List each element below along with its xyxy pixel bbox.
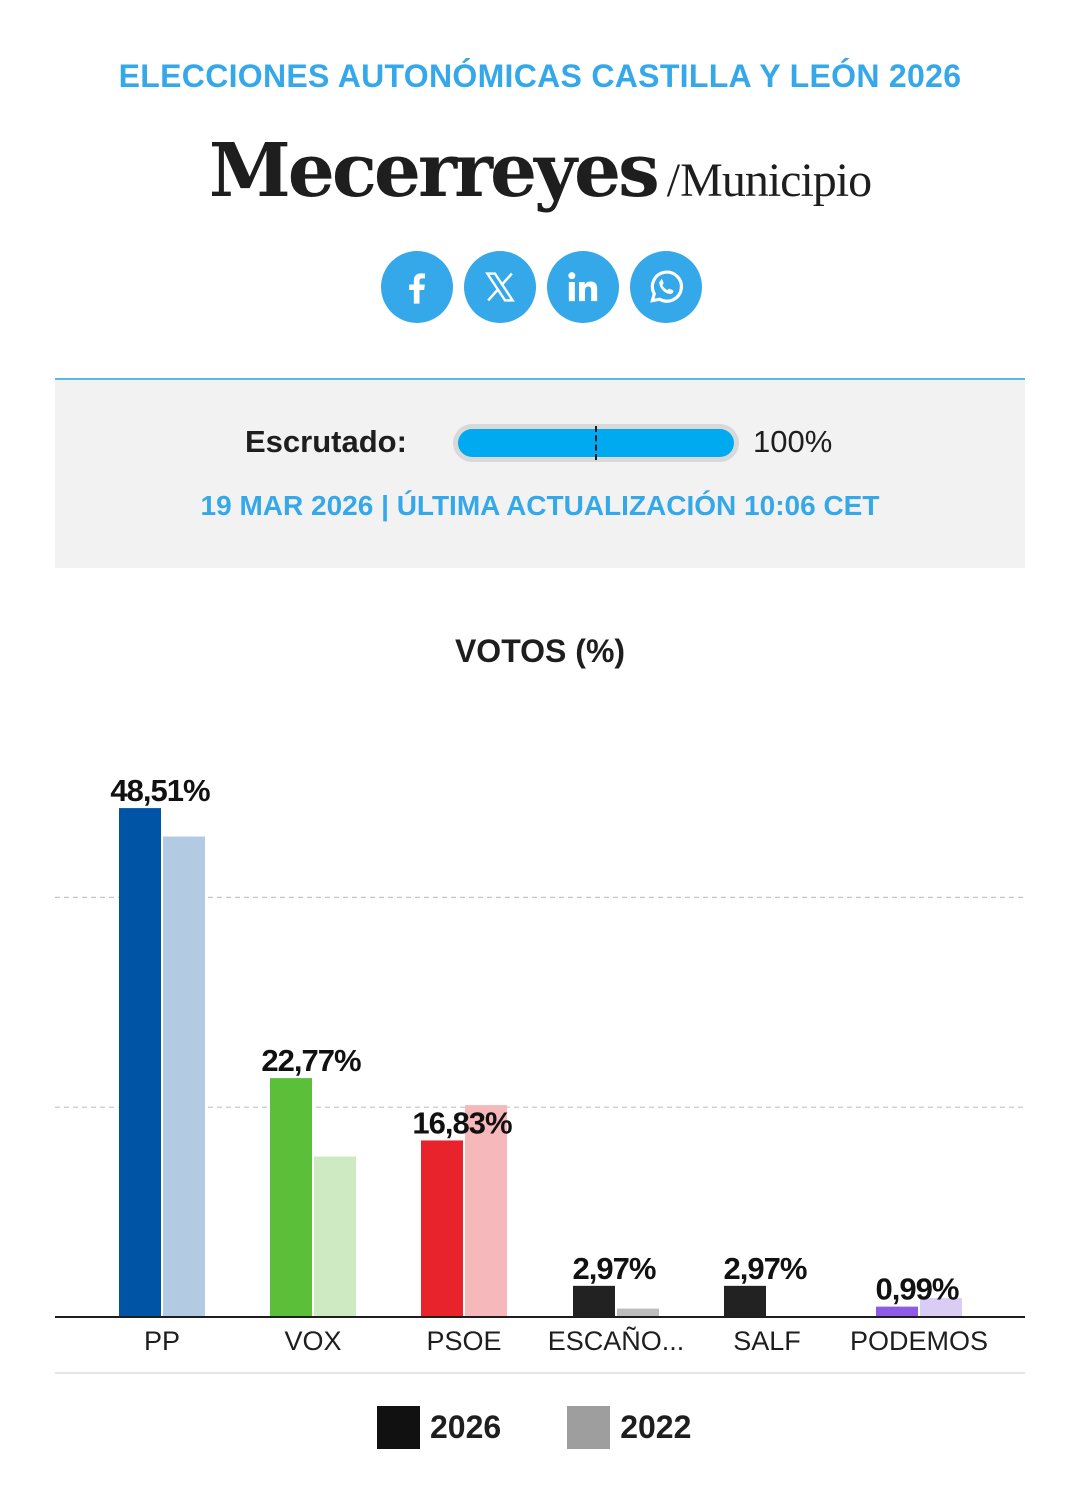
legend-label-2022: 2022	[620, 1409, 692, 1445]
x-icon	[485, 272, 515, 302]
bar-2026-4	[724, 1285, 766, 1317]
whatsapp-share-button[interactable]	[630, 251, 702, 323]
bar-2026-5	[876, 1306, 918, 1317]
category-label-1: VOX	[284, 1326, 341, 1356]
bar-2026-2	[421, 1140, 463, 1317]
election-supertitle: ELECCIONES AUTONÓMICAS CASTILLA Y LEÓN 2…	[118, 58, 962, 94]
legend-swatch-2026	[377, 1406, 420, 1449]
legend-item-2022: 2022	[567, 1406, 691, 1449]
category-label-0: PP	[144, 1326, 180, 1356]
count-progress-midpoint-marker	[595, 426, 597, 460]
bar-2022-0	[163, 836, 205, 1317]
linkedin-icon	[568, 272, 598, 302]
category-label-5: PODEMOS	[850, 1326, 988, 1356]
value-label-5: 0,99%	[876, 1272, 959, 1307]
title-separator: /	[666, 154, 681, 207]
bar-2022-1	[314, 1156, 356, 1317]
bar-2022-3	[617, 1308, 659, 1317]
value-label-3: 2,97%	[573, 1251, 656, 1286]
value-label-1: 22,77%	[261, 1043, 361, 1078]
whatsapp-icon	[650, 270, 683, 303]
chart-legend: 2026 2022	[377, 1406, 691, 1449]
page-title: Mecerreyes/Municipio	[0, 128, 1080, 214]
value-label-4: 2,97%	[724, 1251, 807, 1286]
bar-2022-2	[465, 1105, 507, 1317]
place-type-label: Municipio	[680, 154, 872, 207]
last-update-text: 19 MAR 2026 | ÚLTIMA ACTUALIZACIÓN 10:06…	[200, 490, 880, 521]
legend-swatch-2022	[567, 1406, 611, 1449]
x-share-button[interactable]	[464, 251, 536, 323]
bar-2026-0	[119, 808, 161, 1317]
bar-2026-3	[573, 1285, 615, 1317]
count-status-panel: Escrutado: 100% 19 MAR 2026 | ÚLTIMA ACT…	[55, 378, 1025, 568]
category-label-3: ESCAÑO...	[548, 1325, 685, 1356]
legend-label-2026: 2026	[430, 1409, 502, 1445]
legend-item-2026: 2026	[377, 1406, 501, 1449]
bar-2026-1	[270, 1078, 312, 1317]
count-label: Escrutado:	[245, 424, 407, 459]
value-label-2: 16,83%	[412, 1105, 512, 1140]
count-progress-value: 100%	[753, 424, 833, 459]
count-progress-bar	[453, 424, 739, 462]
category-label-2: PSOE	[426, 1326, 501, 1356]
category-label-4: SALF	[733, 1326, 801, 1356]
value-label-0: 48,51%	[110, 773, 210, 808]
linkedin-share-button[interactable]	[547, 251, 619, 323]
share-bar	[381, 251, 702, 323]
municipality-name: Mecerreyes	[208, 128, 660, 214]
facebook-icon	[409, 273, 425, 304]
legend-divider	[55, 1372, 1025, 1374]
chart-title: VOTOS (%)	[454, 633, 626, 669]
bar-2022-5	[920, 1298, 962, 1317]
facebook-share-button[interactable]	[381, 251, 453, 323]
